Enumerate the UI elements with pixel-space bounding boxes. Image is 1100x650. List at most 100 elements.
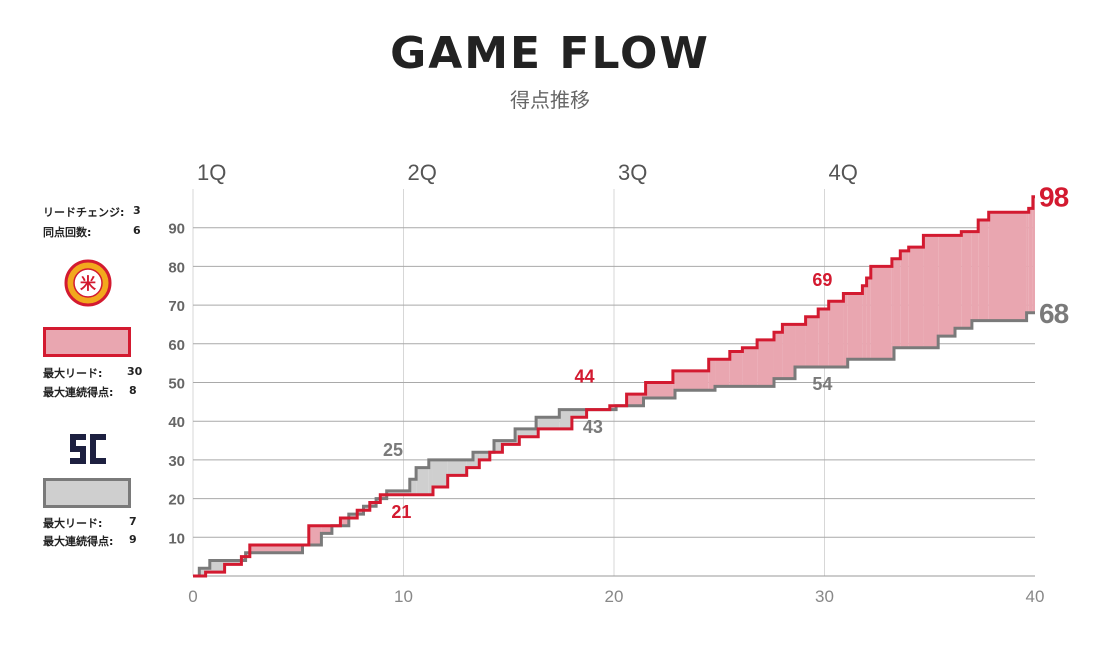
lead-fill-segment bbox=[380, 494, 387, 499]
lead-fill-segment bbox=[466, 459, 473, 468]
y-tick-label: 20 bbox=[168, 492, 185, 509]
y-tick-label: 30 bbox=[168, 453, 185, 470]
lead-fill-segment bbox=[908, 247, 924, 348]
lead-fill-segment bbox=[428, 459, 433, 495]
quarter-label: 4Q bbox=[829, 160, 858, 185]
gray-score-annotation: 25 bbox=[383, 440, 403, 460]
gray-team-score-line bbox=[193, 311, 1035, 578]
y-tick-label: 10 bbox=[168, 530, 185, 547]
lead-fill-segment bbox=[199, 568, 206, 576]
lead-fill-segment bbox=[416, 467, 429, 495]
lead-fill-segment bbox=[409, 479, 417, 495]
gray-score-annotation: 43 bbox=[583, 417, 603, 437]
lead-fill-segment bbox=[363, 506, 370, 511]
ties-label: 同点回数: bbox=[43, 226, 92, 239]
page-title: GAME FLOW bbox=[390, 28, 710, 79]
lead-fill-segment bbox=[340, 517, 349, 526]
lead-fill-segment bbox=[626, 394, 644, 406]
lead-changes-value: 3 bbox=[133, 204, 141, 217]
lead-fill-segment bbox=[955, 235, 962, 329]
lead-fill-segment bbox=[357, 510, 364, 515]
svg-text:米: 米 bbox=[80, 274, 97, 293]
lead-fill-segment bbox=[321, 525, 332, 534]
lead-fill-segment bbox=[376, 498, 381, 503]
team-gray-logo bbox=[66, 426, 110, 475]
team-red-max-run: 最大連続得点: 8 bbox=[43, 384, 137, 400]
x-tick-label: 10 bbox=[394, 587, 413, 606]
lead-fill-segment bbox=[757, 339, 774, 387]
lead-fill-segment bbox=[900, 250, 909, 348]
lead-fill-segment bbox=[386, 490, 410, 495]
lead-fill-segment bbox=[245, 552, 250, 557]
lead-fill-segment bbox=[1028, 208, 1033, 313]
lead-fill-segment bbox=[672, 370, 676, 398]
lead-fill-segment bbox=[715, 359, 730, 387]
lead-fill-segment bbox=[818, 308, 829, 368]
lead-fill-segment bbox=[923, 235, 939, 348]
lead-fill-segment bbox=[988, 212, 1027, 321]
lead-fill-segment bbox=[938, 235, 956, 337]
lead-fill-segment bbox=[773, 332, 783, 379]
lead-changes-stat: リードチェンジ: 3 bbox=[43, 204, 141, 220]
lead-fill-segment bbox=[538, 417, 560, 429]
x-tick-label: 40 bbox=[1026, 587, 1045, 606]
x-tick-label: 20 bbox=[605, 587, 624, 606]
team-red-max-lead-value: 30 bbox=[127, 365, 143, 378]
gray-final-score: 68 bbox=[1039, 298, 1069, 329]
lead-fill-segment bbox=[961, 231, 972, 329]
gray-score-annotation: 54 bbox=[812, 374, 832, 394]
lead-fill-segment bbox=[643, 394, 646, 398]
lead-fill-segment bbox=[742, 347, 758, 387]
lead-fill-segment bbox=[571, 409, 587, 418]
y-tick-label: 90 bbox=[168, 221, 185, 238]
y-tick-label: 80 bbox=[168, 259, 185, 276]
y-tick-label: 50 bbox=[168, 376, 185, 393]
lead-fill-segment bbox=[847, 293, 863, 360]
lead-fill-segment bbox=[432, 459, 448, 487]
lead-fill-segment bbox=[209, 560, 225, 573]
lead-fill-segment bbox=[870, 266, 892, 360]
lead-fill-segment bbox=[447, 459, 467, 476]
red-score-annotation: 69 bbox=[812, 270, 832, 290]
lead-fill-segment bbox=[805, 316, 819, 368]
y-tick-label: 40 bbox=[168, 414, 185, 431]
lead-fill-segment bbox=[559, 409, 572, 429]
lead-fill-segment bbox=[795, 324, 806, 368]
team-gray-max-lead: 最大リード: 7 bbox=[43, 515, 137, 531]
x-tick-label: 0 bbox=[188, 587, 197, 606]
team-red-max-run-label: 最大連続得点: bbox=[43, 386, 114, 399]
lead-changes-label: リードチェンジ: bbox=[43, 206, 125, 219]
lead-fill-segment bbox=[609, 405, 617, 410]
lead-fill-segment bbox=[479, 452, 490, 460]
y-tick-label: 60 bbox=[168, 337, 185, 354]
lead-fill-segment bbox=[494, 440, 503, 453]
team-gray-max-lead-value: 7 bbox=[129, 515, 137, 528]
lead-fill-segment bbox=[828, 301, 844, 368]
red-score-annotation: 21 bbox=[391, 502, 411, 522]
lead-fill-segment bbox=[308, 525, 322, 546]
lead-fill-segment bbox=[1026, 212, 1029, 313]
ties-value: 6 bbox=[133, 224, 141, 237]
lead-fill-segment bbox=[645, 382, 673, 398]
lead-fill-segment bbox=[348, 514, 358, 518]
lead-fill-segment bbox=[866, 278, 871, 360]
lead-fill-segment bbox=[782, 324, 796, 379]
team-red-max-lead: 最大リード: 30 bbox=[43, 365, 142, 381]
lead-fill-segment bbox=[729, 351, 743, 387]
lead-fill-segment bbox=[249, 545, 303, 553]
lead-fill-segment bbox=[1032, 196, 1035, 313]
quarter-label: 1Q bbox=[197, 160, 226, 185]
team-gray-max-run-label: 最大連続得点: bbox=[43, 535, 114, 548]
ties-stat: 同点回数: 6 bbox=[43, 224, 141, 240]
red-final-score: 98 bbox=[1039, 182, 1069, 213]
lead-fill-segment bbox=[205, 568, 210, 573]
team-red-logo: 米 bbox=[64, 259, 112, 312]
team-red-max-run-value: 8 bbox=[129, 384, 137, 397]
lead-fill-segment bbox=[978, 219, 989, 321]
lead-fill-segment bbox=[472, 452, 480, 468]
lead-fill-segment bbox=[515, 428, 520, 445]
lead-fill-segment bbox=[843, 293, 848, 368]
team-gray-max-run-value: 9 bbox=[129, 533, 137, 546]
lead-fill-segment bbox=[675, 370, 709, 391]
